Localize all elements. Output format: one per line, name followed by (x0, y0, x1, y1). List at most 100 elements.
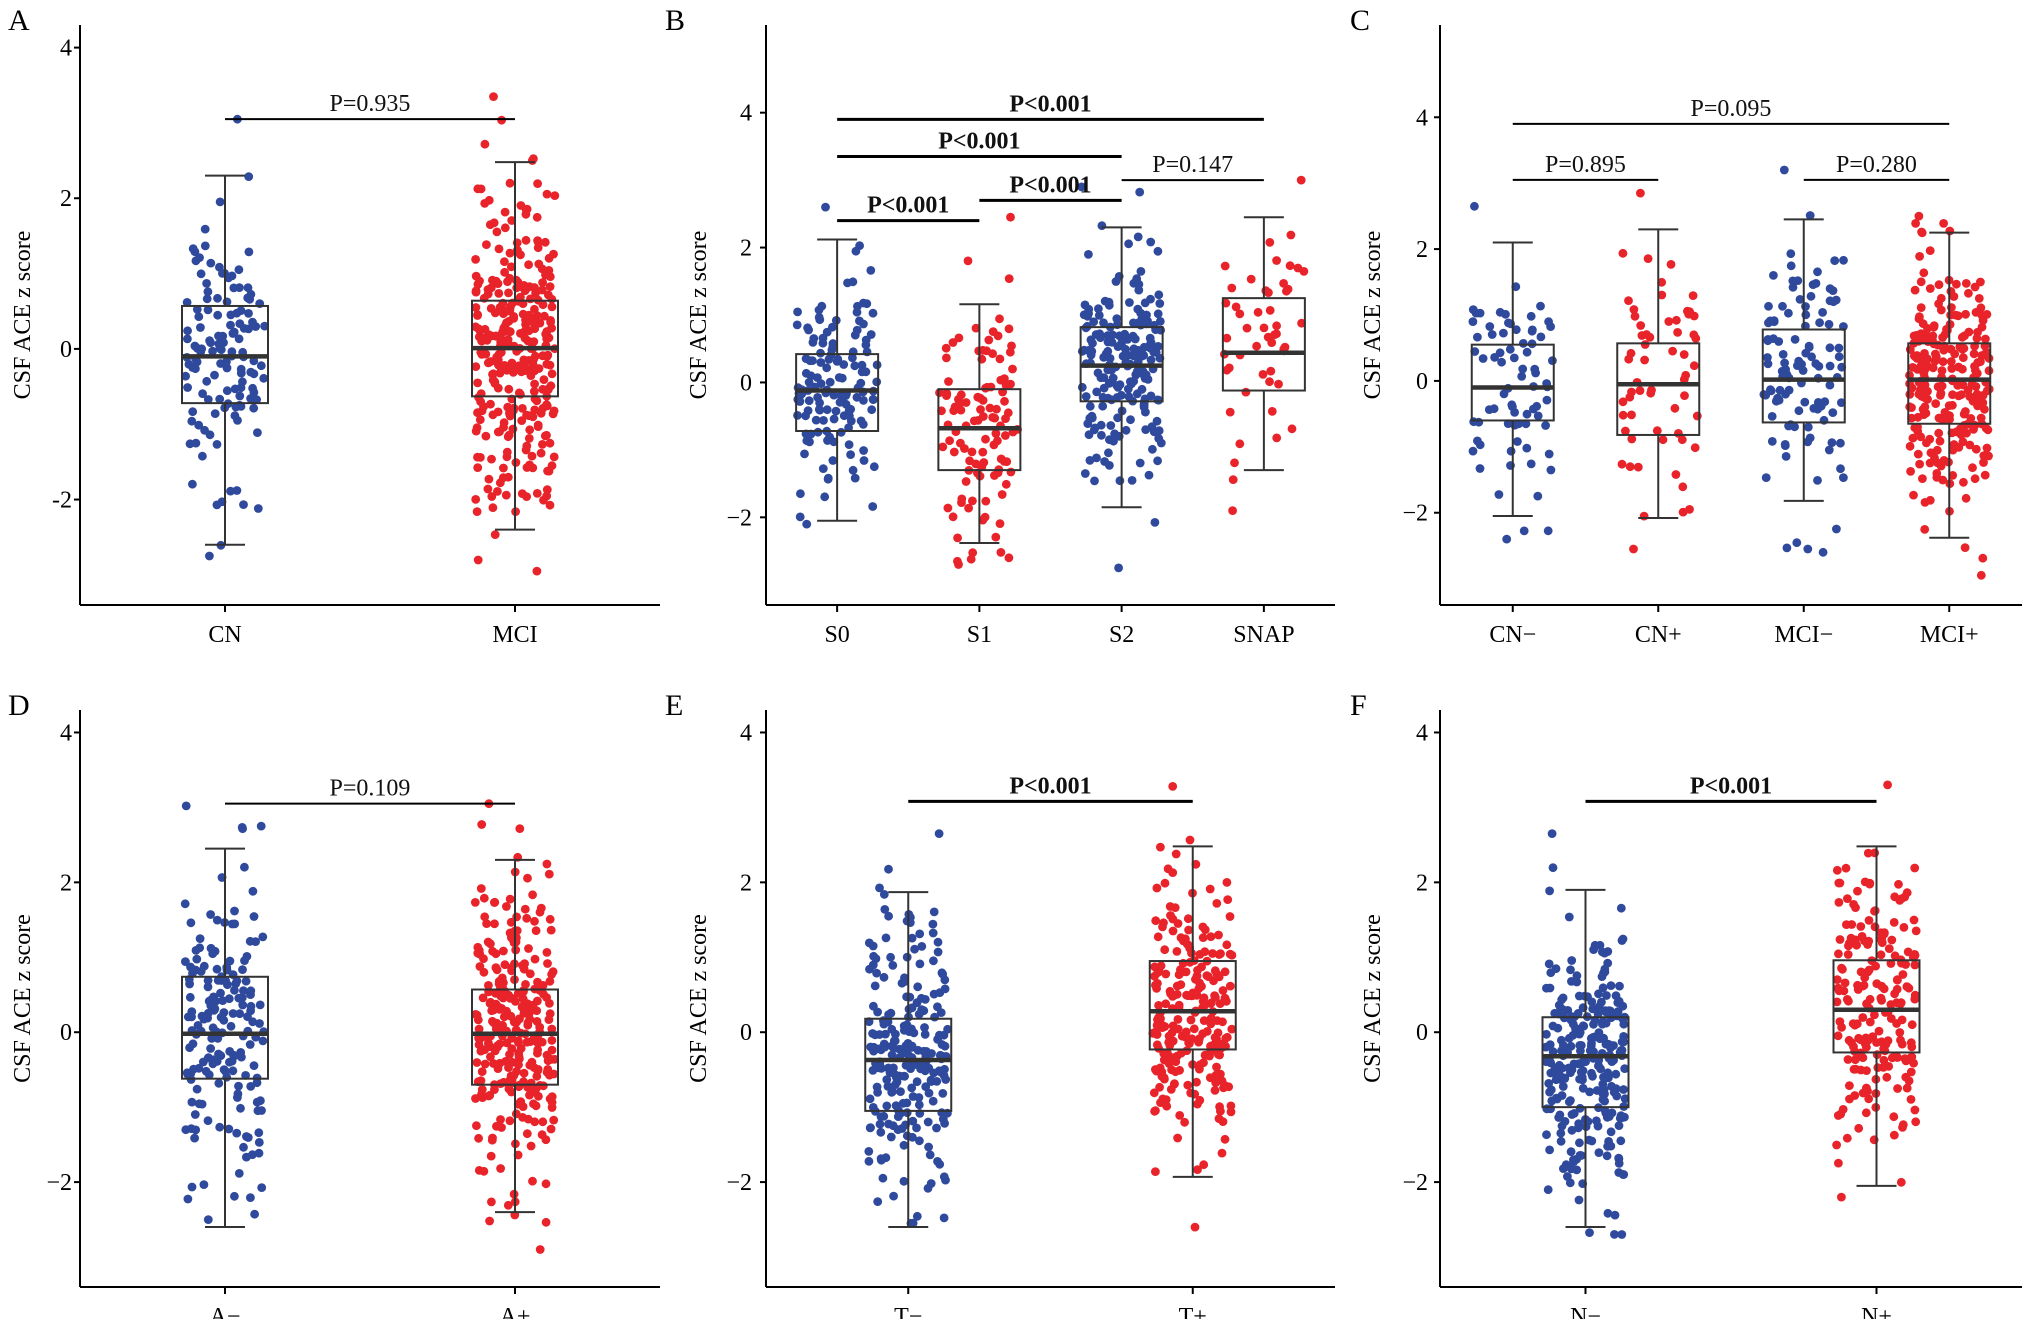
data-point (210, 370, 219, 380)
data-point (248, 317, 257, 327)
data-point (1133, 232, 1143, 242)
data-point (1895, 896, 1905, 905)
data-point (1574, 1119, 1584, 1128)
p-value-label: P=0.935 (330, 91, 411, 117)
data-point (215, 394, 225, 404)
data-point (1896, 1177, 1906, 1187)
panel-D: D CSF ACE z score 4 2 0 −2 A− A+ P=0.109 (8, 689, 660, 1319)
data-point (203, 1215, 213, 1224)
data-point (1162, 1101, 1172, 1111)
data-point (935, 388, 944, 398)
data-point (1778, 301, 1787, 311)
data-point (1597, 947, 1607, 957)
data-point (206, 338, 216, 348)
data-point (240, 862, 249, 872)
data-point (1135, 187, 1145, 197)
data-point (507, 1044, 517, 1053)
data-point (222, 386, 232, 396)
data-point (502, 318, 511, 328)
data-point (1920, 525, 1930, 534)
data-point (1806, 291, 1816, 301)
data-point (1152, 1020, 1162, 1030)
data-point (1936, 391, 1945, 400)
data-point (1220, 967, 1230, 977)
data-point (547, 970, 556, 979)
data-point (472, 1010, 482, 1020)
data-point (1484, 405, 1494, 414)
group-A+: A+ (470, 799, 559, 1319)
data-point (1979, 458, 1988, 467)
data-point (1905, 402, 1915, 412)
data-point (899, 1140, 909, 1150)
data-point (1470, 201, 1479, 211)
data-point (957, 494, 967, 504)
y-tick-label: 4 (60, 36, 72, 62)
x-tick-label: CN (208, 622, 241, 648)
data-point (1863, 848, 1873, 858)
data-point (1585, 1046, 1595, 1055)
data-point (538, 278, 547, 287)
y-tick-label: 2 (740, 870, 752, 896)
data-point (1887, 935, 1897, 945)
data-point (187, 1182, 197, 1192)
data-point (875, 883, 884, 893)
data-point (913, 1045, 923, 1055)
data-point (1156, 842, 1165, 852)
data-point (222, 363, 232, 373)
p-value-label: P<0.001 (867, 193, 949, 219)
data-point (518, 1102, 528, 1111)
data-point (1126, 415, 1135, 425)
data-point (545, 282, 555, 291)
y-tick-label: −2 (46, 1170, 72, 1196)
data-point (1148, 444, 1157, 454)
data-point (506, 262, 516, 272)
data-point (1099, 353, 1109, 362)
data-point (188, 479, 197, 489)
data-point (1784, 308, 1793, 318)
data-point (1154, 426, 1164, 436)
data-point (1913, 412, 1923, 422)
data-point (942, 389, 952, 398)
data-point (490, 1085, 499, 1094)
data-point (248, 383, 257, 393)
data-point (547, 369, 557, 379)
data-point (207, 1034, 217, 1043)
data-point (473, 311, 482, 320)
data-point (1077, 382, 1087, 392)
data-point (1541, 1042, 1551, 1052)
data-point (848, 465, 858, 475)
data-point (1978, 553, 1988, 563)
data-point (1618, 397, 1628, 407)
data-point (1925, 284, 1935, 293)
data-point (1522, 409, 1532, 419)
data-point (495, 334, 505, 343)
data-point (1166, 1085, 1176, 1094)
data-point (1905, 390, 1915, 399)
data-point (1824, 319, 1834, 329)
data-point (879, 1016, 888, 1026)
data-point (1077, 346, 1087, 356)
data-point (850, 361, 860, 371)
data-point (1578, 1021, 1588, 1031)
data-point (549, 249, 558, 259)
y-axis-label: CSF ACE z score (1360, 914, 1386, 1083)
data-point (1200, 1000, 1210, 1010)
data-point (1915, 252, 1924, 261)
data-point (225, 956, 235, 966)
data-point (1902, 1083, 1912, 1093)
data-point (206, 258, 216, 268)
data-point (503, 1200, 513, 1210)
p-value-label: P<0.001 (1009, 172, 1091, 198)
data-point (484, 981, 493, 990)
data-point (519, 1003, 529, 1012)
group-MCI: MCI (471, 92, 560, 648)
data-point (1864, 916, 1874, 925)
data-point (536, 903, 546, 913)
data-point (545, 1009, 555, 1019)
data-point (1274, 379, 1283, 389)
data-point (943, 1024, 952, 1034)
data-point (1952, 427, 1961, 437)
data-point (1564, 912, 1574, 922)
data-point (472, 1121, 481, 1131)
data-point (1898, 970, 1908, 979)
